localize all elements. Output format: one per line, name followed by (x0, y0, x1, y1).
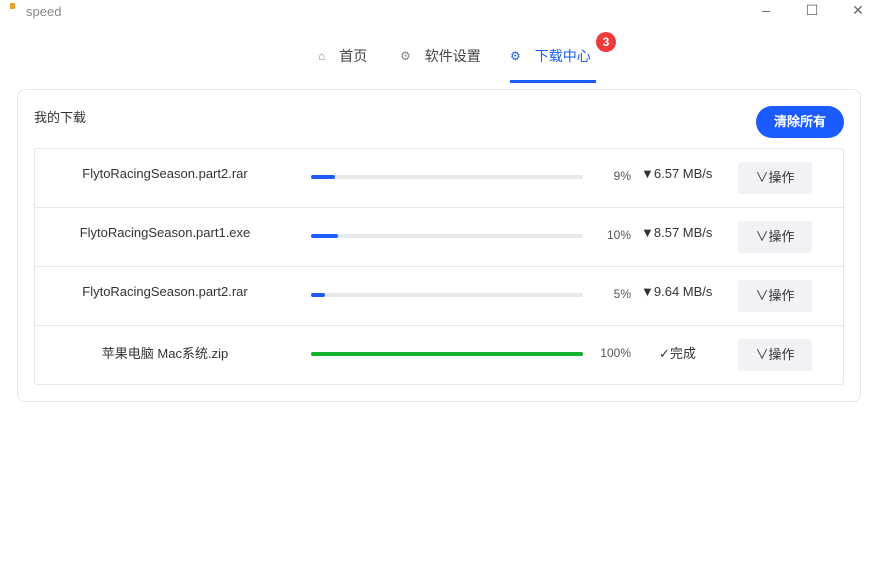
maximize-button[interactable]: ☐ (805, 2, 819, 18)
progress-bar (311, 352, 583, 356)
file-name: FlytoRacingSeason.part2.rar (82, 284, 248, 299)
active-tab-indicator (510, 80, 596, 83)
download-list: FlytoRacingSeason.part2.rar 9% ▼6.57 MB/… (34, 148, 844, 385)
download-count-badge: 3 (596, 32, 616, 52)
complete-status: ✓完成 (659, 346, 696, 361)
home-icon: ⌂ (318, 49, 326, 63)
progress-fill (311, 234, 339, 238)
progress-percent: 5% (613, 287, 631, 301)
window-title: speed (26, 4, 62, 19)
tab-label: 软件设置 (424, 48, 481, 64)
download-row: FlytoRacingSeason.part2.rar 5% ▼9.64 MB/… (35, 267, 843, 326)
file-name: FlytoRacingSeason.part1.exe (79, 225, 251, 240)
progress-fill (311, 293, 325, 297)
downloads-card: 我的下载 清除所有 FlytoRacingSeason.part2.rar 9%… (17, 89, 861, 402)
minimize-button[interactable]: – (762, 2, 770, 18)
section-title: 我的下载 (34, 110, 87, 125)
progress-fill (311, 175, 336, 179)
app-logo-icon (10, 3, 15, 9)
gear-icon: ⚙ (510, 49, 521, 63)
actions-dropdown-button[interactable]: ∨操作 (738, 339, 812, 371)
file-name: 苹果电脑 Mac系统.zip (101, 346, 229, 361)
progress-percent: 10% (606, 228, 631, 242)
progress-percent: 100% (600, 346, 631, 360)
download-row: FlytoRacingSeason.part1.exe 10% ▼8.57 MB… (35, 208, 843, 267)
tab-home[interactable]: ⌂ 首页 (318, 46, 367, 66)
progress-bar (311, 293, 583, 297)
title-bar: speed – ☐ ✕ (0, 0, 882, 24)
clear-all-button[interactable]: 清除所有 (756, 106, 844, 138)
download-row: FlytoRacingSeason.part2.rar 9% ▼6.57 MB/… (35, 149, 843, 208)
download-row: 苹果电脑 Mac系统.zip 100% ✓完成 ∨操作 (35, 326, 843, 385)
tab-settings[interactable]: ⚙ 软件设置 (400, 46, 481, 66)
progress-bar (311, 175, 583, 179)
download-speed: ▼8.57 MB/s (641, 225, 713, 240)
tab-label: 首页 (339, 48, 368, 64)
progress-percent: 9% (613, 169, 631, 183)
file-name: FlytoRacingSeason.part2.rar (82, 166, 248, 181)
download-speed: ▼6.57 MB/s (641, 166, 713, 181)
gear-icon: ⚙ (400, 49, 411, 63)
actions-dropdown-button[interactable]: ∨操作 (738, 280, 812, 312)
tab-downloads[interactable]: ⚙ 下载中心 (510, 46, 591, 66)
progress-fill (311, 352, 583, 356)
actions-dropdown-button[interactable]: ∨操作 (738, 162, 812, 194)
actions-dropdown-button[interactable]: ∨操作 (738, 221, 812, 253)
tab-label: 下载中心 (534, 48, 591, 64)
close-button[interactable]: ✕ (852, 2, 864, 18)
nav-tabs: ⌂ 首页 ⚙ 软件设置 ⚙ 下载中心 3 (0, 32, 882, 84)
download-speed: ▼9.64 MB/s (641, 284, 713, 299)
progress-bar (311, 234, 583, 238)
